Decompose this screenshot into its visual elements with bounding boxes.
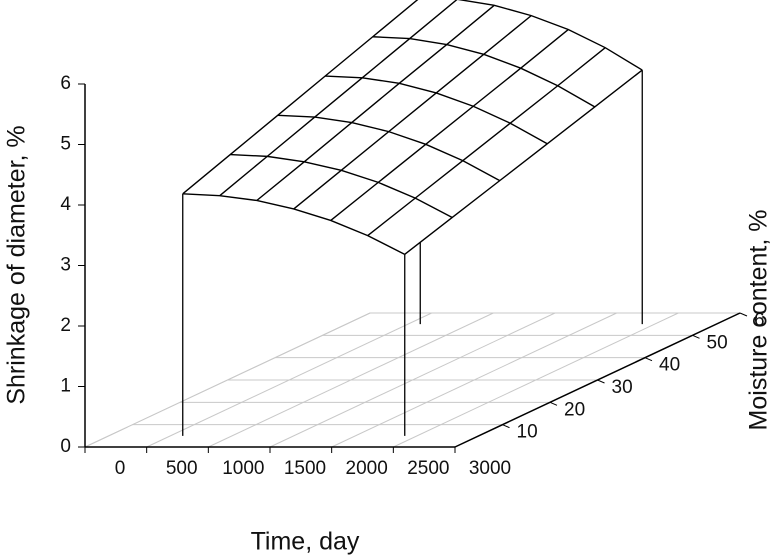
surface-cell: [372, 0, 457, 39]
surface-cell: [182, 154, 268, 196]
x-tick-label: 3000: [469, 458, 511, 479]
y-tick-label: 40: [659, 355, 680, 376]
y-tick-label: 6: [754, 310, 765, 331]
surface-cell: [409, 0, 495, 45]
surface-cell: [304, 122, 389, 171]
x-tick-label: 1500: [284, 458, 326, 479]
y-axis-label: Moisture content, %: [745, 210, 773, 431]
x-tick-label: 2500: [407, 458, 449, 479]
surface-cell: [510, 85, 595, 144]
surface-cell: [446, 5, 532, 55]
surface-cell: [425, 106, 511, 161]
z-tick-label: 0: [60, 436, 71, 457]
y-tick: [644, 357, 653, 362]
x-axis-label: Time, day: [251, 528, 360, 556]
surface-cell: [256, 161, 342, 209]
x-tick-label: 2000: [346, 458, 388, 479]
y-axis: [454, 312, 741, 448]
surface-cell: [557, 47, 643, 107]
z-tick-label: 6: [60, 73, 71, 94]
surface-cell: [230, 115, 315, 157]
surface-cell: [351, 83, 437, 132]
surface-cell: [330, 182, 416, 236]
surface-column-line: [367, 47, 606, 237]
y-tick-label: 50: [707, 332, 728, 353]
z-tick-label: 5: [60, 134, 71, 155]
surface-cell: [462, 123, 548, 181]
surface-cell: [473, 68, 558, 124]
y-tick-label: 10: [517, 422, 538, 443]
surface-cell: [293, 170, 379, 221]
y-tick: [739, 312, 748, 317]
surface-cell: [399, 44, 484, 93]
surface-cell: [367, 198, 453, 255]
surface-cell: [277, 76, 363, 118]
y-tick-label: 30: [612, 377, 633, 398]
surface-column-line: [182, 0, 419, 195]
surface-cell: [378, 144, 463, 199]
surface-column-line: [219, 0, 458, 197]
surface-cell: [314, 77, 400, 123]
surface-cell: [325, 36, 410, 78]
x-tick-label: 0: [115, 458, 126, 479]
surface-cell: [341, 131, 426, 183]
surface-cell: [436, 54, 521, 107]
x-tick-label: 500: [166, 458, 198, 479]
z-tick-label: 2: [60, 315, 71, 336]
surface-column-line: [293, 15, 532, 210]
z-axis-label: Shrinkage of diameter, %: [3, 125, 31, 404]
surface-cell: [415, 160, 500, 218]
y-tick: [692, 334, 700, 339]
surface-cell: [483, 15, 569, 69]
z-tick-label: 3: [60, 255, 71, 276]
surface-cell: [520, 29, 606, 86]
z-tick-label: 1: [60, 376, 71, 397]
z-tick-label: 4: [60, 194, 71, 215]
y-tick: [597, 379, 605, 384]
y-tick: [549, 401, 558, 406]
surface-cell: [219, 156, 305, 201]
y-tick-label: 20: [564, 399, 585, 420]
surface-cell: [362, 38, 447, 84]
surface-column-line: [256, 4, 495, 202]
surface-cell: [388, 92, 474, 145]
surface-cell: [267, 117, 352, 162]
surface-column-line: [330, 28, 569, 221]
x-tick-label: 1000: [222, 458, 264, 479]
y-tick: [502, 424, 510, 429]
surface-column-line: [404, 69, 643, 255]
